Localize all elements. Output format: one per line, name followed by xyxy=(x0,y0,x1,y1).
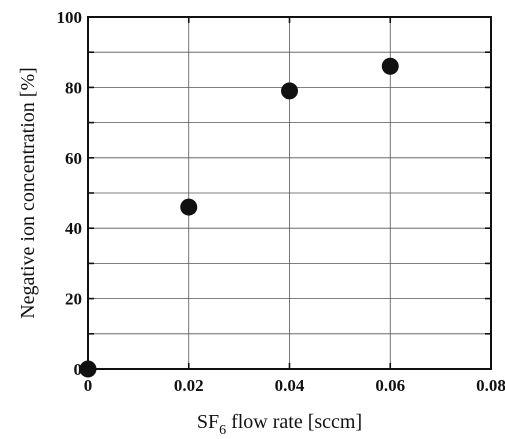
x-axis-title-subscript: 6 xyxy=(219,423,226,438)
x-tick-label: 0.02 xyxy=(174,376,204,395)
y-tick-label: 20 xyxy=(65,290,82,309)
y-axis-title: Negative ion concentration [%] xyxy=(17,67,39,319)
grid-lines xyxy=(88,17,491,369)
plot-frame xyxy=(87,16,492,370)
x-tick-labels: 0 0.02 0.04 0.06 0.08 xyxy=(84,376,505,395)
data-point xyxy=(79,360,97,378)
y-tick-label: 40 xyxy=(65,219,82,238)
y-tick-label: 80 xyxy=(65,78,82,97)
x-tick-label: 0.06 xyxy=(375,376,405,395)
data-point xyxy=(180,198,198,216)
x-axis-title-rest: flow rate [sccm] xyxy=(226,411,362,433)
x-tick-label: 0 xyxy=(84,376,93,395)
y-tick-labels: 0 20 40 60 80 100 xyxy=(57,8,83,379)
x-axis-title: SF6 flow rate [sccm] xyxy=(197,411,362,438)
y-tick-label: 0 xyxy=(74,360,83,379)
x-axis-title-main: SF xyxy=(197,411,219,433)
data-point xyxy=(381,57,399,75)
x-tick-label: 0.04 xyxy=(275,376,305,395)
y-tick-label: 60 xyxy=(65,149,82,168)
x-tick-label: 0.08 xyxy=(476,376,505,395)
data-point xyxy=(281,82,298,100)
y-tick-label: 100 xyxy=(57,8,83,27)
data-points xyxy=(79,57,399,378)
